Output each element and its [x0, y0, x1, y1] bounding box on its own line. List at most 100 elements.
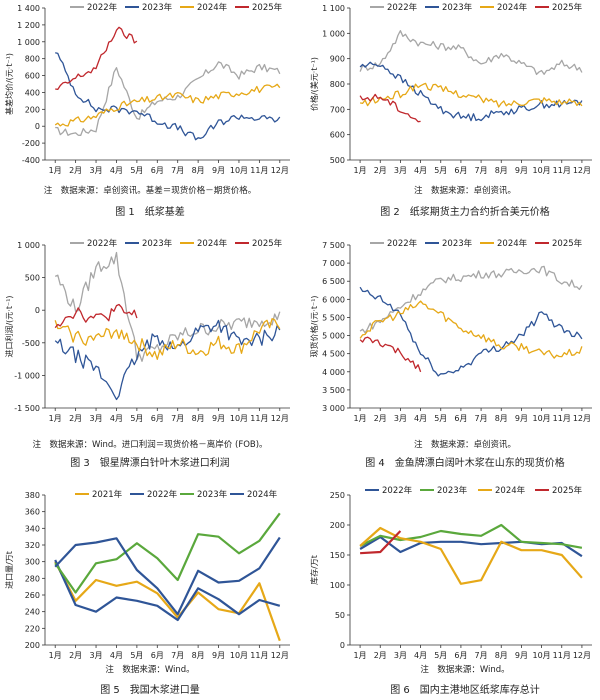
x-tick-label: 3月	[394, 651, 407, 660]
series-line-2024年	[54, 536, 281, 616]
x-tick-label: 9月	[515, 651, 528, 660]
x-tick-label: 6月	[454, 414, 467, 423]
legend-label: 2025年	[552, 485, 583, 496]
x-tick-label: 7月	[171, 651, 184, 660]
y-tick-label: 600	[25, 72, 40, 81]
x-tick-label: 7月	[171, 414, 184, 423]
x-tick-label: 3月	[394, 166, 407, 175]
x-tick-label: 7月	[475, 166, 488, 175]
x-tick-label: 6月	[151, 166, 164, 175]
legend-label: 2024年	[497, 2, 528, 13]
y-tick-label: 0	[35, 122, 40, 131]
x-tick-label: 1月	[354, 414, 367, 423]
chart-caption: 图 1 纸浆基差	[115, 205, 185, 218]
y-axis-label: 价格/(美元·t⁻¹)	[309, 57, 319, 111]
y-tick-label: 360	[25, 508, 40, 517]
x-tick-label: 7月	[171, 166, 184, 175]
x-tick-label: 12月	[573, 414, 591, 423]
x-tick-label: 2月	[69, 166, 82, 175]
y-axis-label: 进口量/万t	[5, 551, 14, 589]
series-line-2022年	[359, 265, 583, 334]
x-tick-label: 4月	[414, 651, 427, 660]
chart-fig2: 1 100 1 000 900 800 700 600 500 1月 2月 3月 4月 5月 6月 7月 8…	[309, 2, 592, 218]
legend-label: 2023年	[437, 485, 468, 496]
x-tick-label: 3月	[89, 166, 102, 175]
chart-note: 注 数据来源：卓创资讯。	[414, 439, 516, 450]
series-line-2022年	[54, 251, 281, 362]
x-tick-label: 10月	[532, 166, 550, 175]
y-tick-label: 220	[25, 624, 40, 633]
y-tick-label: 6 500	[322, 277, 345, 286]
legend-label: 2023年	[197, 489, 228, 500]
x-tick-label: 8月	[192, 414, 205, 423]
y-tick-label: 5 500	[322, 313, 345, 322]
series-line-2024年	[54, 83, 281, 127]
x-tick-label: 7月	[475, 651, 488, 660]
series-line-2023年	[359, 523, 583, 549]
series-line-2022年	[54, 559, 281, 622]
series-line-2023年	[55, 52, 281, 141]
x-tick-label: 6月	[454, 651, 467, 660]
y-tick-label: 800	[25, 55, 40, 64]
series-line-2025年	[54, 303, 138, 329]
x-tick-label: 8月	[495, 651, 508, 660]
series-line-2025年	[360, 530, 402, 555]
x-tick-label: 11月	[553, 166, 571, 175]
y-tick-label: 340	[25, 524, 40, 533]
y-tick-label: 200	[330, 521, 345, 530]
x-tick-label: 3月	[89, 414, 102, 423]
legend-label: 2022年	[387, 238, 418, 249]
legend-label: 2022年	[382, 485, 413, 496]
y-tick-label: 6 000	[322, 295, 345, 304]
chart-fig4: 7 500 7 000 6 500 6 000 5 500 5 000 4 500 4 000…	[309, 238, 592, 469]
x-tick-label: 5月	[434, 166, 447, 175]
chart-note: 注 数据来源：Wind。进口利润＝现货价格－离岸价 (FOB)。	[32, 439, 267, 450]
y-tick-label: 3 500	[322, 386, 345, 395]
legend-label: 2024年	[197, 2, 228, 13]
x-tick-label: 12月	[573, 651, 591, 660]
x-tick-label: 2月	[374, 651, 387, 660]
x-tick-label: 5月	[434, 651, 447, 660]
y-tick-label: 260	[25, 591, 40, 600]
x-tick-label: 5月	[130, 651, 143, 660]
x-tick-label: 10月	[230, 166, 248, 175]
y-tick-label: 400	[25, 88, 40, 97]
chart-note: 注 数据来源：Wind。	[420, 664, 509, 675]
x-tick-label: 4月	[110, 166, 123, 175]
y-tick-label: 250	[330, 491, 345, 500]
chart-note: 注 数据来源：卓创资讯。	[414, 185, 516, 196]
chart-fig6: 250 200 150 100 50 0 1月 2月 3月 4月 5月 6月 7月 8月 9月 10月 11月 1…	[309, 485, 592, 696]
x-tick-label: 5月	[434, 414, 447, 423]
x-tick-label: 6月	[151, 414, 164, 423]
legend-label: 2024年	[497, 238, 528, 249]
x-tick-label: 10月	[230, 651, 248, 660]
y-tick-label: 900	[330, 55, 345, 64]
y-tick-label: 320	[25, 541, 40, 550]
series-line-2023年	[54, 512, 281, 594]
x-tick-label: 1月	[49, 166, 62, 175]
chart-note: 注 数据来源：卓创资讯。基差＝现货价格－期货价格。	[44, 185, 257, 196]
x-tick-label: 12月	[271, 651, 289, 660]
y-tick-label: 380	[25, 491, 40, 500]
y-tick-label: 500	[25, 274, 40, 283]
x-tick-label: 4月	[110, 414, 123, 423]
series-line-2024年	[359, 82, 583, 108]
y-tick-label: 4 000	[322, 368, 345, 377]
x-tick-label: 10月	[532, 414, 550, 423]
legend-label: 2025年	[552, 238, 583, 249]
y-tick-label: 7 000	[322, 259, 345, 268]
y-axis-label: 进口利润/(元·t⁻¹)	[4, 295, 14, 357]
legend-label: 2022年	[147, 489, 178, 500]
x-tick-label: 1月	[354, 166, 367, 175]
y-tick-label: 7 500	[322, 241, 345, 250]
legend-label: 2024年	[247, 489, 278, 500]
x-tick-label: 2月	[374, 414, 387, 423]
chart-fig3: 1 000 500 0 -500 -1 000 -1 500 1月 2月 3月 4月 5月 6月 7月 8…	[4, 238, 290, 469]
y-tick-label: 50	[335, 611, 345, 620]
y-tick-label: 700	[330, 105, 345, 114]
y-tick-label: 150	[330, 551, 345, 560]
x-tick-label: 9月	[212, 166, 225, 175]
legend-label: 2023年	[142, 238, 173, 249]
x-tick-label: 11月	[553, 651, 571, 660]
